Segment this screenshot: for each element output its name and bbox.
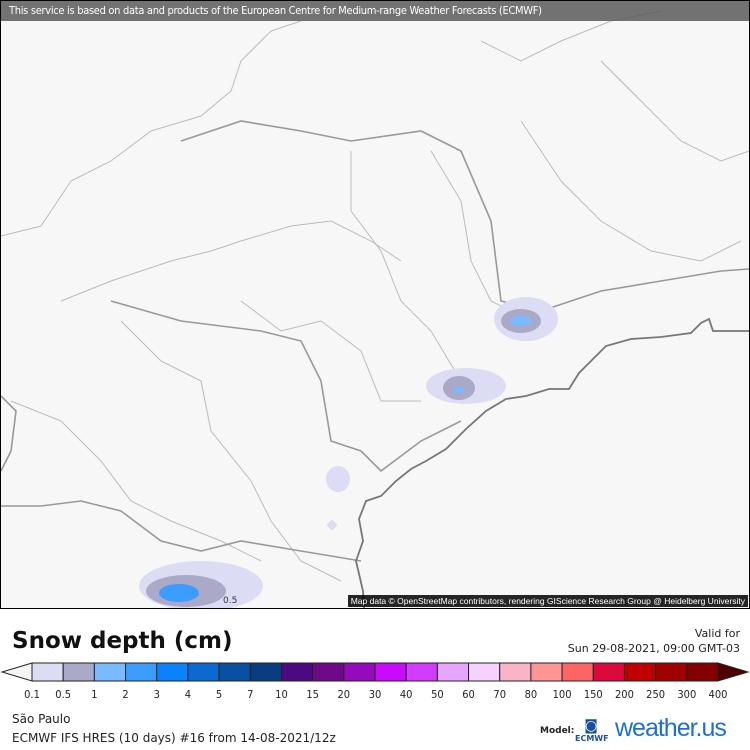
scale-cell [249,662,282,682]
scale-tick-label: 80 [524,688,538,701]
scale-cell [93,662,127,682]
valid-datetime: Sun 29-08-2021, 09:00 GMT-03 [567,642,740,655]
scale-tick-label: 7 [247,688,254,701]
coastline [355,317,749,608]
state-border [10,400,262,562]
scale-tick-label: 15 [306,688,319,701]
scale-tick-label: 70 [493,688,507,701]
scale-cell [436,662,470,682]
state-border [120,320,342,582]
scale-arrow-high [717,662,750,682]
contour-label: 0.5 [223,596,238,606]
scale-tick-label: 400 [708,688,728,701]
scale-tick-label: 150 [583,688,603,701]
scale-cell [468,662,501,682]
scale-cell [686,662,719,682]
scale-tick-label: 60 [462,688,475,701]
scale-tick-label: 50 [431,688,444,701]
model-label: Model: [540,726,575,736]
scale-tick-label: 300 [677,688,697,701]
scale-arrow-low [0,662,33,682]
state-border [350,151,462,382]
scale-cell [623,662,657,682]
scale-tick-label: 2 [122,688,129,701]
legend-title: Snow depth (cm) [12,628,233,654]
scale-tick-label: 0.1 [24,688,40,701]
valid-time: Valid for Sun 29-08-2021, 09:00 GMT-03 [568,626,740,656]
scale-cell [218,662,251,682]
ecmwf-logo-icon: ◙ [584,718,598,734]
scale-cell [31,662,64,682]
weather-us-logo[interactable]: weather.us [615,714,727,742]
map-attribution: Map data © OpenStreetMap contributors, r… [347,595,748,607]
scale-cell [592,662,625,682]
scale-cell [655,662,688,682]
state-border-major [1,500,362,562]
ecmwf-notice-banner: This service is based on data and produc… [1,1,749,21]
state-border-major [110,300,462,473]
scale-tick-label: 20 [337,688,351,701]
scale-tick-label: 5 [215,688,223,701]
state-border-major [180,120,749,312]
valid-label: Valid for [694,627,740,640]
country-border [1,395,17,472]
scale-tick-label: 250 [646,688,666,701]
snow-depth-contours [139,297,558,608]
state-border [520,120,742,262]
scale-cell [405,662,438,682]
state-border [60,220,402,302]
map-layer [1,10,749,608]
scale-tick-label: 10 [275,688,288,701]
location-name: São Paulo [12,712,71,726]
scale-cell [156,662,189,682]
scale-cell [187,662,220,682]
scale-tick-label: 4 [184,688,192,701]
scale-cell [312,662,345,682]
scale-cell [280,662,314,682]
scale-tick-label: 200 [615,688,634,701]
ecmwf-logo[interactable]: ◙ ECMWF [575,718,609,743]
scale-cell [343,662,376,682]
scale-tick-label: 0.5 [55,688,72,701]
scale-cell [530,662,563,682]
scale-tick-label: 3 [153,688,160,701]
state-border [240,300,421,402]
state-border [430,150,532,322]
forecast-map[interactable]: 0.5 This service is based on data and pr… [0,0,750,609]
state-border [1,20,302,237]
color-scale-bar [0,662,750,682]
scale-tick-label: 100 [552,688,572,701]
scale-tick-label: 1 [91,688,98,701]
scale-tick-label: 30 [368,688,382,701]
model-run-info: ECMWF IFS HRES (10 days) #16 from 14-08-… [12,731,336,745]
scale-cell [125,662,158,682]
state-border [600,60,749,162]
scale-cell [62,662,95,682]
scale-cell [374,662,407,682]
scale-cell [561,662,594,682]
scale-tick-label: 40 [399,688,413,701]
scale-cell [499,662,532,682]
